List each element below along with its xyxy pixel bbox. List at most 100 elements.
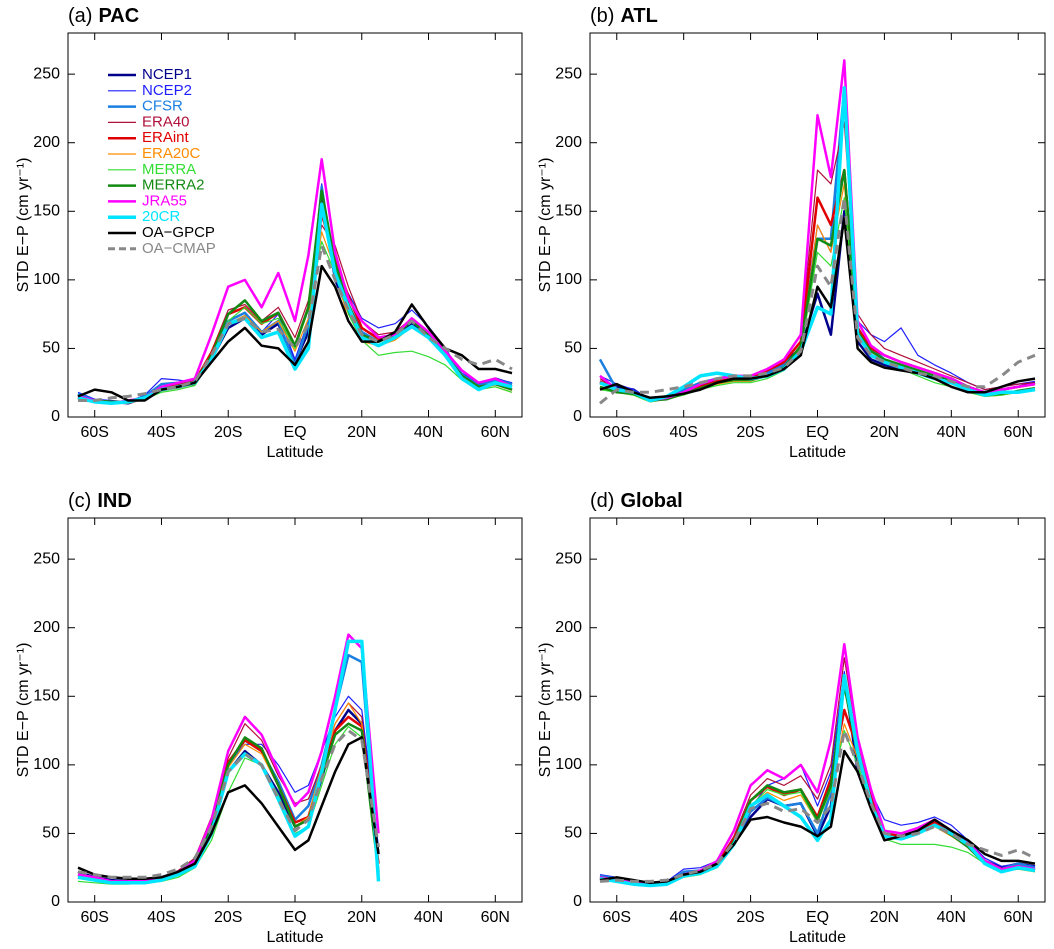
x-tick-label: 60S (80, 909, 108, 926)
x-axis-label: Latitude (789, 929, 846, 946)
y-tick-label: 100 (555, 271, 582, 288)
legend-label: ERA40 (142, 113, 190, 130)
x-tick-label: 40N (937, 424, 966, 441)
series-line (78, 244, 513, 402)
x-tick-label: 20N (347, 424, 376, 441)
y-tick-label: 200 (555, 619, 582, 636)
panel-label: (d) (590, 490, 614, 512)
x-tick-label: 40S (669, 909, 697, 926)
legend-label: MERRA2 (142, 177, 205, 194)
x-tick-label: EQ (806, 909, 829, 926)
series-line (599, 216, 1036, 400)
y-tick-label: 0 (573, 408, 582, 425)
legend-label: MERRA (142, 161, 196, 178)
panel-name: ATL (620, 5, 657, 27)
x-tick-label: EQ (806, 424, 829, 441)
panel-label: (c) (68, 490, 91, 512)
legend-label: ERA20C (142, 145, 201, 162)
x-tick-label: EQ (283, 424, 306, 441)
y-tick-label: 50 (564, 825, 582, 842)
legend-label: ERAint (142, 129, 190, 146)
x-tick-label: 60S (603, 424, 631, 441)
x-tick-label: 20S (736, 909, 764, 926)
x-tick-label: 20N (347, 909, 376, 926)
y-tick-label: 250 (33, 550, 60, 567)
y-tick-label: 200 (33, 619, 60, 636)
panel-name: IND (97, 490, 131, 512)
x-tick-label: 40S (147, 909, 175, 926)
panel: (d) Global 0 50 100 150 200 250 60S 40S 20S EQ 20N 40… (537, 490, 1046, 946)
y-tick-label: 200 (33, 134, 60, 151)
legend-label: NCEP1 (142, 66, 192, 83)
y-tick-label: 150 (555, 203, 582, 220)
x-tick-label: 60N (1004, 909, 1033, 926)
legend: NCEP1NCEP2CFSRERA40ERAintERA20CMERRAMERR… (108, 66, 216, 257)
series-line (599, 168, 1036, 402)
legend-label: OA−CMAP (142, 240, 216, 257)
x-tick-label: 60S (80, 424, 108, 441)
y-tick-label: 150 (33, 688, 60, 705)
y-tick-label: 100 (33, 756, 60, 773)
x-tick-label: 20S (214, 909, 242, 926)
x-tick-label: 40N (414, 909, 443, 926)
x-tick-label: 60N (481, 909, 510, 926)
x-axis-label: Latitude (267, 929, 324, 946)
series-line (77, 264, 513, 402)
y-tick-label: 50 (42, 340, 60, 357)
legend-label: 20CR (142, 208, 181, 225)
panel-name: Global (620, 490, 682, 512)
legend-label: JRA55 (142, 192, 187, 209)
y-tick-label: 50 (564, 340, 582, 357)
x-tick-label: 20S (736, 424, 764, 441)
y-tick-label: 100 (33, 271, 60, 288)
plot-frame (589, 517, 1046, 903)
y-tick-label: 0 (573, 893, 582, 910)
series-line (599, 671, 1036, 885)
series-line (599, 196, 1036, 405)
legend-label: CFSR (142, 98, 183, 115)
series-line (599, 730, 1036, 887)
x-tick-label: 40S (669, 424, 697, 441)
panel-label: (b) (590, 5, 614, 27)
x-tick-label: 40N (937, 909, 966, 926)
x-axis-label: Latitude (267, 444, 324, 461)
panel-label: (a) (68, 5, 92, 27)
panel-title: (a) PAC (68, 5, 139, 27)
panel-name: PAC (98, 5, 139, 27)
series-line (599, 86, 1036, 403)
x-tick-label: 60N (481, 424, 510, 441)
x-tick-label: 60N (1004, 424, 1033, 441)
y-tick-label: 50 (42, 825, 60, 842)
y-tick-label: 100 (555, 756, 582, 773)
y-axis-label: STD E−P (cm yr⁻¹) (15, 643, 32, 778)
y-axis-label: STD E−P (cm yr⁻¹) (537, 643, 554, 778)
series-line (599, 684, 1036, 887)
x-tick-label: 20S (214, 424, 242, 441)
y-tick-label: 0 (51, 893, 60, 910)
y-tick-label: 150 (33, 203, 60, 220)
x-tick-label: 20N (870, 424, 899, 441)
series-line (599, 729, 1036, 883)
series-line (599, 121, 1036, 402)
x-tick-label: 20N (870, 909, 899, 926)
y-tick-label: 150 (555, 688, 582, 705)
x-tick-label: EQ (283, 909, 306, 926)
x-axis-label: Latitude (789, 444, 846, 461)
legend-label: NCEP2 (142, 82, 192, 99)
x-tick-label: 40N (414, 424, 443, 441)
y-axis-label: STD E−P (cm yr⁻¹) (537, 158, 554, 293)
y-tick-label: 250 (555, 65, 582, 82)
y-axis-label: STD E−P (cm yr⁻¹) (15, 158, 32, 293)
y-tick-label: 250 (555, 550, 582, 567)
panel: (c) IND 0 50 100 150 200 250 60S 40S 20S EQ 20N 40N 60… (15, 490, 523, 946)
panel: (b) ATL 0 50 100 150 200 250 60S 40S 20S EQ 20N 40N 60… (537, 5, 1046, 461)
panel-title: (d) Global (590, 490, 683, 512)
y-tick-label: 0 (51, 408, 60, 425)
plot-frame (67, 517, 523, 903)
x-tick-label: 60S (603, 909, 631, 926)
series-line (599, 59, 1036, 402)
series-line (77, 729, 380, 879)
y-tick-label: 250 (33, 65, 60, 82)
